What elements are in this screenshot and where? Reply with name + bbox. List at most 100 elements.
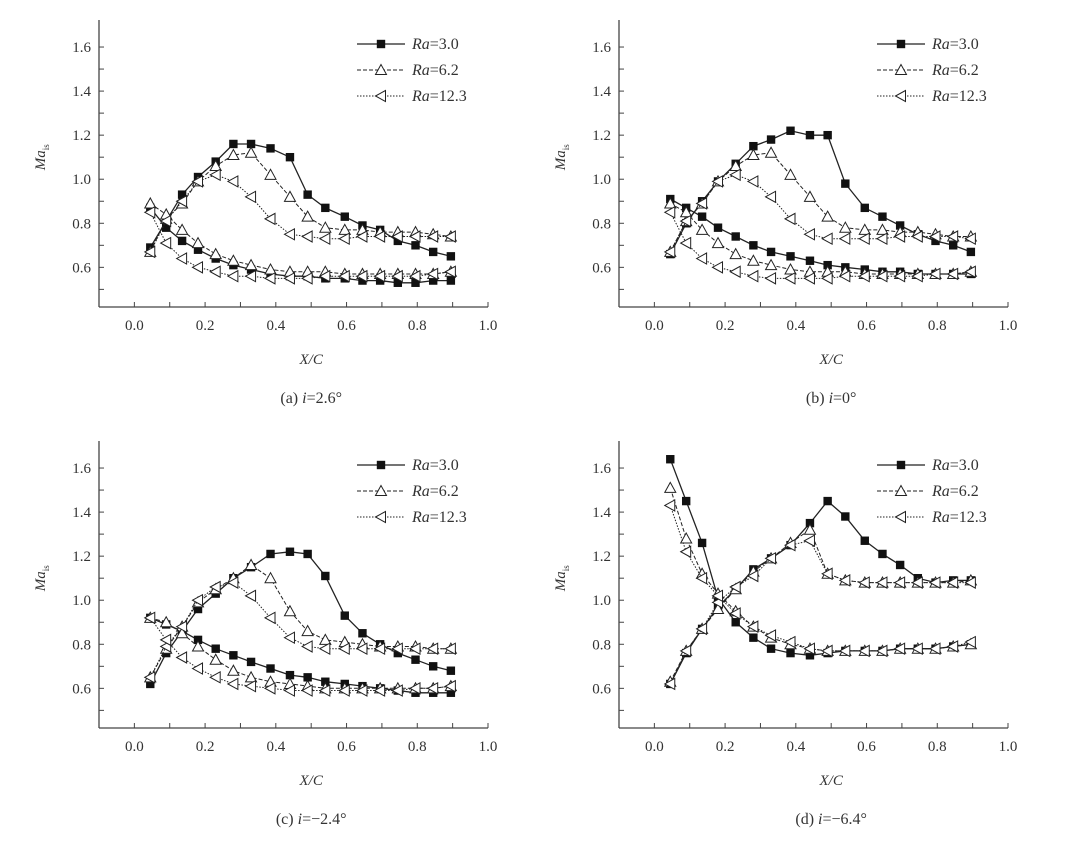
data-point bbox=[283, 190, 297, 202]
data-point bbox=[244, 558, 258, 570]
y-tick-label: 1.6 bbox=[592, 40, 611, 56]
x-tick-label: 0.4 bbox=[266, 739, 285, 755]
series-line-lower bbox=[149, 617, 451, 691]
data-point bbox=[303, 673, 312, 682]
legend-label-var: Ra bbox=[411, 483, 430, 500]
data-point bbox=[426, 230, 439, 243]
data-point bbox=[426, 267, 439, 281]
x-tick-label: 1.0 bbox=[999, 318, 1018, 334]
y-tick-label: 0.8 bbox=[592, 637, 611, 653]
data-point bbox=[695, 622, 708, 636]
caption-value: =0° bbox=[833, 390, 856, 407]
data-point bbox=[408, 681, 421, 695]
data-point bbox=[875, 644, 888, 658]
caption-prefix: (b) bbox=[806, 390, 829, 407]
legend-label: Ra=12.3 bbox=[931, 509, 987, 526]
legend-label-var: Ra bbox=[931, 88, 950, 105]
data-point bbox=[838, 574, 851, 587]
data-point bbox=[764, 146, 778, 158]
y-tick-label: 0.6 bbox=[72, 681, 91, 697]
data-point bbox=[263, 212, 276, 226]
legend-marker bbox=[374, 63, 388, 75]
legend-label: Ra=6.2 bbox=[411, 483, 459, 500]
data-point bbox=[143, 196, 157, 209]
data-point bbox=[191, 236, 205, 249]
data-point bbox=[301, 640, 313, 653]
series-Ra12-3 bbox=[143, 168, 456, 285]
series-Ra6-2 bbox=[143, 558, 458, 694]
x-tick-label: 0.0 bbox=[645, 318, 664, 334]
caption-var: i bbox=[829, 390, 833, 407]
data-point bbox=[191, 175, 204, 188]
data-point bbox=[266, 549, 275, 559]
data-point bbox=[878, 549, 887, 559]
legend-marker bbox=[376, 39, 386, 49]
y-tick-label: 0.8 bbox=[592, 216, 611, 232]
data-point bbox=[175, 626, 189, 639]
x-tick-label: 0.2 bbox=[716, 318, 735, 334]
caption-value: =−6.4° bbox=[823, 811, 867, 828]
data-point bbox=[318, 232, 331, 246]
chart-b: 0.0 0.2 0.4 0.6 0.8 1.0 0.6 0.8 1.0 1.2 1.4 1.6 X/C M… bbox=[553, 20, 1018, 407]
data-point bbox=[749, 141, 758, 151]
data-point bbox=[175, 252, 188, 265]
data-point bbox=[711, 260, 724, 274]
legend-label-var: Ra bbox=[411, 36, 430, 53]
data-point bbox=[226, 677, 239, 691]
data-point bbox=[783, 538, 796, 552]
data-point bbox=[695, 197, 708, 210]
chart-a: 0.0 0.2 0.4 0.6 0.8 1.0 0.6 0.8 1.0 1.2 1.4 1.6 X/C M… bbox=[33, 20, 497, 407]
legend-label-value: =12.3 bbox=[950, 509, 987, 526]
data-point bbox=[338, 223, 352, 235]
data-point bbox=[175, 651, 188, 664]
data-point bbox=[697, 538, 707, 548]
data-point bbox=[143, 205, 156, 219]
legend-label: Ra=6.2 bbox=[931, 483, 979, 500]
legend-label-var: Ra bbox=[931, 457, 950, 474]
data-point bbox=[783, 635, 796, 649]
subplot-caption: (b) i=0° bbox=[806, 390, 857, 407]
data-point bbox=[893, 269, 906, 283]
data-point bbox=[821, 210, 834, 222]
data-point bbox=[803, 227, 815, 241]
series-line-upper bbox=[149, 551, 452, 685]
x-tick-label: 0.8 bbox=[408, 739, 427, 755]
data-point bbox=[338, 232, 350, 246]
chart-panel-c: 0.0 0.2 0.4 0.6 0.8 1.0 0.6 0.8 1.0 1.2 1.4 1.6 X/C M… bbox=[0, 421, 540, 841]
x-axis-label: X/C bbox=[299, 352, 324, 368]
data-point bbox=[860, 536, 869, 545]
y-tick-label: 1.4 bbox=[592, 505, 611, 521]
data-point bbox=[731, 232, 740, 241]
data-point bbox=[746, 269, 759, 283]
data-point bbox=[227, 664, 240, 676]
data-point bbox=[340, 611, 349, 620]
data-point bbox=[783, 212, 796, 226]
data-point bbox=[301, 684, 313, 697]
data-point bbox=[444, 642, 456, 656]
series-line-lower bbox=[669, 458, 971, 656]
legend-label: Ra=12.3 bbox=[931, 88, 987, 105]
y-tick-label: 1.2 bbox=[592, 128, 611, 144]
data-point bbox=[209, 653, 223, 665]
data-point bbox=[876, 223, 889, 235]
data-point bbox=[679, 531, 693, 544]
data-point bbox=[731, 618, 740, 627]
x-axis-label: X/C bbox=[819, 773, 844, 789]
data-point bbox=[244, 679, 257, 693]
x-tick-label: 0.2 bbox=[196, 318, 215, 334]
data-point bbox=[408, 230, 421, 243]
data-point bbox=[283, 684, 295, 697]
data-point bbox=[338, 642, 350, 656]
data-point bbox=[679, 644, 692, 658]
data-point bbox=[858, 644, 870, 658]
chart-panel-d: 0.0 0.2 0.4 0.6 0.8 1.0 0.6 0.8 1.0 1.2 1.4 1.6 X/C M… bbox=[520, 421, 1060, 841]
data-point bbox=[764, 258, 778, 271]
data-point bbox=[373, 269, 386, 283]
data-point bbox=[805, 651, 815, 660]
caption-value: =−2.4° bbox=[302, 811, 346, 828]
y-tick-label: 1.0 bbox=[72, 172, 91, 188]
data-point bbox=[411, 278, 420, 287]
data-point bbox=[784, 168, 797, 180]
data-point bbox=[391, 269, 403, 283]
x-tick-label: 0.8 bbox=[928, 739, 947, 755]
